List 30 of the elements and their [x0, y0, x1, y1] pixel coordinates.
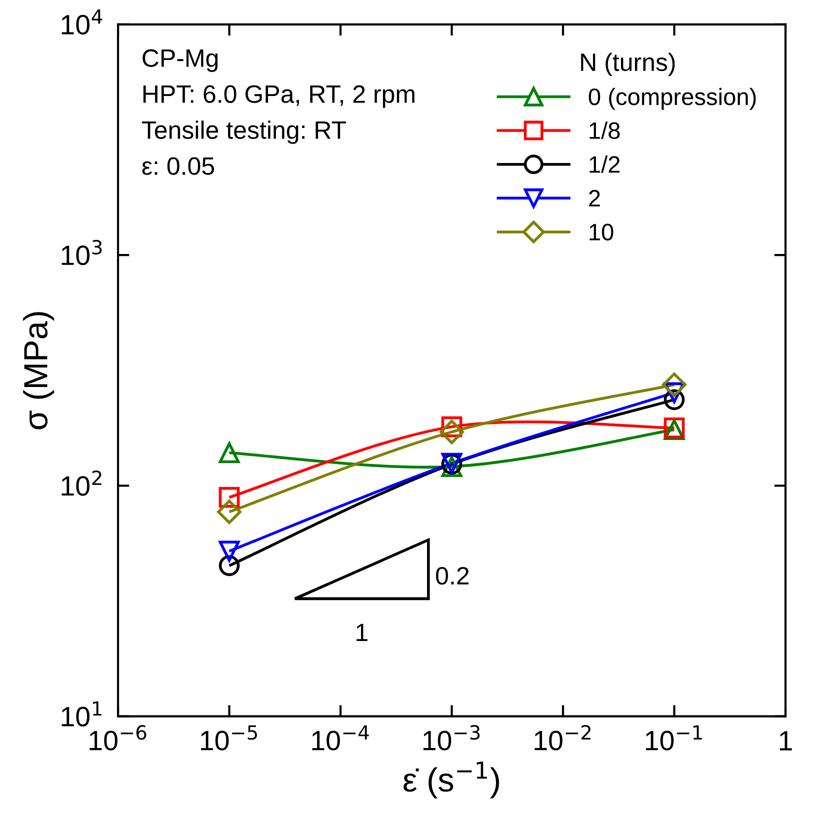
legend-label: 10: [590, 224, 614, 240]
y-tick-label: 10$^{2}$: [62, 470, 102, 496]
legend-label: 2: [589, 190, 600, 206]
annotation: HPT: 6.0 GPa, RT, 2 rpm: [143, 85, 414, 108]
y-axis-title: σ (MPa): [23, 312, 54, 430]
x-axis-title: ε̇ (s$^{−1}$): [404, 762, 499, 798]
x-tick-label: 10$^{−5}$: [200, 725, 257, 750]
annotation: CP-Mg: [142, 49, 218, 72]
x-tick-label: 10$^{−1}$: [646, 725, 702, 750]
annotation: 1: [356, 624, 368, 642]
x-tick-label: 10$^{−2}$: [534, 725, 590, 750]
y-tick-label: 10$^{4}$: [62, 9, 102, 35]
point: [217, 500, 242, 524]
annotation: 0.2: [436, 566, 469, 585]
point: [218, 442, 240, 464]
annotation: ε: 0.05: [142, 157, 214, 175]
point: [662, 372, 686, 397]
y-tick-label: 10$^{3}$: [62, 240, 102, 266]
legend-label: 1/2: [590, 155, 620, 173]
x-tick-label: 10$^{−4}$: [312, 725, 369, 750]
x-tick-label: 1: [780, 731, 792, 750]
legend-label: 1/8: [590, 122, 620, 140]
point: [440, 420, 464, 444]
x-tick-label: 10$^{−3}$: [423, 725, 480, 750]
x-tick-label: 10$^{−6}$: [90, 725, 146, 750]
annotation: Tensile testing: RT: [142, 120, 346, 144]
point: [218, 540, 240, 562]
legend-title: N (turns): [581, 52, 675, 76]
y-tick-label: 10$^{1}$: [62, 701, 102, 726]
legend-label: 0 (compression): [588, 88, 756, 110]
